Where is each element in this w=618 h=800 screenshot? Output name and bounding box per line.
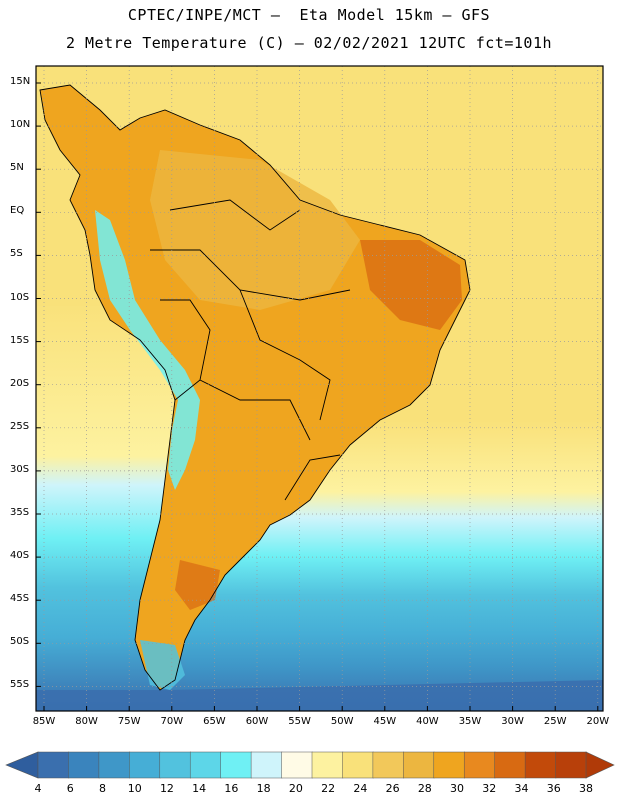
lon-label: 80W [75,716,98,727]
lon-label: 75W [117,716,141,727]
lat-label: 20S [10,377,30,389]
colorbar-label: 34 [514,782,529,795]
northeast-hot-zone [360,240,462,330]
colorbar-label: 4 [34,782,42,795]
patagonia-hot-zone [175,560,220,610]
lon-label: 45W [373,716,397,727]
colorbar-swatch [463,751,496,779]
lon-label: 35W [458,716,482,727]
colorbar-swatch [37,751,70,779]
lat-label: 5S [10,248,23,260]
lat-label: 45S [10,593,30,605]
colorbar-swatch [159,751,191,779]
colorbar-swatch [524,751,557,779]
colorbar-label: 16 [224,782,239,795]
colorbar-label: 20 [288,782,303,795]
colorbar-label: 10 [127,782,142,795]
colorbar-label: 28 [417,782,432,795]
colorbar-swatch [68,751,100,779]
colorbar-swatch [129,751,161,779]
andes-cool-zone [95,210,200,490]
lat-label: 10S [10,291,30,303]
colorbar-swatch [220,751,252,779]
colorbar-max-arrow [585,751,615,779]
colorbar-swatch [555,751,587,779]
lat-label: EQ [10,205,25,217]
lat-label: 15N [10,76,31,87]
colorbar-label: 38 [579,782,593,795]
lon-label: 70W [160,716,184,727]
lon-label: 55W [288,716,311,727]
lon-label: 60W [245,716,269,727]
colorbar-label: 18 [256,782,271,795]
lat-label: 25S [10,420,30,432]
lat-lon-grid [36,66,603,711]
colorbar-label: 8 [98,782,106,795]
colorbar-label: 36 [546,782,561,795]
colorbar-label: 14 [192,782,207,795]
colorbar-label: 32 [482,782,497,795]
colorbar-swatch [250,751,283,779]
colorbar-min-arrow [5,751,39,779]
map-subtitle: 2 Metre Temperature (C) – 02/02/2021 12U… [65,34,553,52]
colorbar-swatch [98,751,131,779]
southern-tip-cool [140,640,185,690]
lon-label: 20W [586,716,610,727]
lat-label: 35S [10,507,30,518]
country-borders [39,84,471,691]
colorbar-label: 6 [66,782,74,795]
colorbar [5,751,615,779]
colorbar-swatch [372,751,405,779]
colorbar-swatch [342,751,374,779]
colorbar-label: 30 [450,782,465,795]
colorbar-swatch [403,751,435,779]
colorbar-swatch [494,751,526,779]
lon-label: 85W [32,716,56,727]
lat-label: 55S [10,679,30,691]
colorbar-label: 26 [385,782,400,795]
map-title: CPTEC/INPE/MCT – Eta Model 15km – GFS [127,6,491,24]
amazon-warm-zone [150,150,360,310]
southern-ocean-field [36,680,603,711]
lat-label: 50S [10,636,30,648]
lat-label: 5N [10,162,24,174]
lon-label: 40W [416,716,439,727]
lon-label: 65W [203,716,226,727]
colorbar-swatch [281,751,313,779]
colorbar-swatch [433,751,465,779]
colorbar-label: 22 [321,782,336,795]
colorbar-swatch [189,751,222,779]
axis-ticks [36,82,599,711]
colorbar-swatch [311,751,344,779]
colorbar-label: 12 [159,782,174,795]
lat-label: 30S [10,463,30,475]
colorbar-label: 24 [353,782,368,795]
map-frame [35,65,604,712]
lon-label: 30W [501,716,524,727]
lat-label: 15S [10,334,30,346]
lon-label: 25W [543,716,567,727]
lat-label: 10N [10,119,31,131]
lon-label: 50W [330,716,354,727]
south-america-land [40,85,470,690]
lat-label: 40S [10,550,30,562]
